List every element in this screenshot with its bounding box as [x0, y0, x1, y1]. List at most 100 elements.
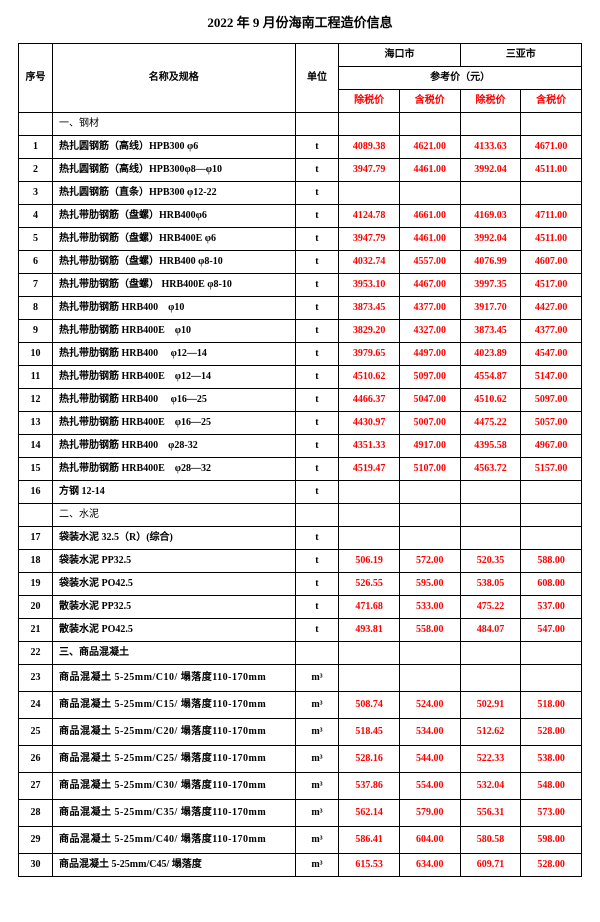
price-cell [521, 182, 582, 205]
row-unit: m³ [295, 854, 339, 877]
empty-cell [295, 504, 339, 527]
price-cell: 3992.04 [460, 228, 521, 251]
row-unit: t [295, 619, 339, 642]
price-cell: 573.00 [521, 800, 582, 827]
price-cell: 475.22 [460, 596, 521, 619]
price-cell [399, 642, 460, 665]
price-cell [521, 642, 582, 665]
row-unit: t [295, 527, 339, 550]
price-cell: 3829.20 [339, 320, 400, 343]
empty-cell [460, 113, 521, 136]
row-name: 热扎圆钢筋（高线）HPB300φ8—φ10 [52, 159, 295, 182]
row-seq: 12 [19, 389, 53, 412]
row-name: 商品混凝土 5-25mm/C15/ 塌落度110-170mm [52, 692, 295, 719]
price-cell: 528.00 [521, 854, 582, 877]
row-unit: t [295, 297, 339, 320]
row-seq: 16 [19, 481, 53, 504]
row-name: 袋装水泥 PO42.5 [52, 573, 295, 596]
row-seq: 8 [19, 297, 53, 320]
row-seq: 4 [19, 205, 53, 228]
row-seq: 15 [19, 458, 53, 481]
price-cell: 528.16 [339, 746, 400, 773]
price-cell [339, 527, 400, 550]
price-cell: 4661.00 [399, 205, 460, 228]
row-unit: t [295, 389, 339, 412]
price-cell: 595.00 [399, 573, 460, 596]
price-cell: 598.00 [521, 827, 582, 854]
table-row: 1热扎圆钢筋（高线）HPB300 φ6t4089.384621.004133.6… [19, 136, 582, 159]
price-cell: 484.07 [460, 619, 521, 642]
table-row: 29商品混凝土 5-25mm/C40/ 塌落度110-170mmm³586.41… [19, 827, 582, 854]
row-unit: t [295, 159, 339, 182]
price-cell: 5047.00 [399, 389, 460, 412]
row-name: 散装水泥 PO42.5 [52, 619, 295, 642]
price-cell: 4519.47 [339, 458, 400, 481]
price-cell [521, 481, 582, 504]
price-cell [460, 642, 521, 665]
table-row: 26商品混凝土 5-25mm/C25/ 塌落度110-170mmm³528.16… [19, 746, 582, 773]
row-unit: t [295, 251, 339, 274]
price-cell: 544.00 [399, 746, 460, 773]
price-cell: 4511.00 [521, 159, 582, 182]
row-seq: 30 [19, 854, 53, 877]
table-row: 13热扎带肋钢筋 HRB400E φ16—25t4430.975007.0044… [19, 412, 582, 435]
price-cell: 4461.00 [399, 159, 460, 182]
row-unit: m³ [295, 692, 339, 719]
row-seq: 23 [19, 665, 53, 692]
price-cell: 506.19 [339, 550, 400, 573]
row-name: 商品混凝土 5-25mm/C45/ 塌落度 [52, 854, 295, 877]
price-cell: 4475.22 [460, 412, 521, 435]
price-cell: 538.00 [521, 746, 582, 773]
price-cell: 604.00 [399, 827, 460, 854]
price-cell: 4621.00 [399, 136, 460, 159]
price-cell: 4711.00 [521, 205, 582, 228]
table-row: 3热扎圆钢筋（直条）HPB300 φ12-22t [19, 182, 582, 205]
price-cell: 538.05 [460, 573, 521, 596]
price-cell: 4377.00 [521, 320, 582, 343]
row-unit: t [295, 320, 339, 343]
price-cell: 4510.62 [339, 366, 400, 389]
price-cell: 5097.00 [521, 389, 582, 412]
header-refprice: 参考价（元） [339, 67, 582, 90]
price-cell: 554.00 [399, 773, 460, 800]
price-cell: 608.00 [521, 573, 582, 596]
table-row: 23商品混凝土 5-25mm/C10/ 塌落度110-170mmm³ [19, 665, 582, 692]
row-unit: m³ [295, 773, 339, 800]
row-name: 热扎带肋钢筋 HRB400E φ16—25 [52, 412, 295, 435]
price-cell: 5007.00 [399, 412, 460, 435]
row-name: 热扎带肋钢筋 HRB400E φ10 [52, 320, 295, 343]
row-unit: t [295, 274, 339, 297]
row-name: 热扎圆钢筋（高线）HPB300 φ6 [52, 136, 295, 159]
price-cell: 3917.70 [460, 297, 521, 320]
price-cell: 508.74 [339, 692, 400, 719]
price-cell: 4466.37 [339, 389, 400, 412]
price-cell: 548.00 [521, 773, 582, 800]
row-seq: 26 [19, 746, 53, 773]
price-cell: 634.00 [399, 854, 460, 877]
empty-cell [339, 113, 400, 136]
table-row: 11热扎带肋钢筋 HRB400E φ12—14t4510.625097.0045… [19, 366, 582, 389]
price-cell: 3997.35 [460, 274, 521, 297]
empty-cell [460, 504, 521, 527]
row-name: 散装水泥 PP32.5 [52, 596, 295, 619]
row-name: 热扎带肋钢筋 HRB400 φ16—25 [52, 389, 295, 412]
price-cell: 4461.00 [399, 228, 460, 251]
price-cell: 520.35 [460, 550, 521, 573]
row-seq: 11 [19, 366, 53, 389]
table-row: 20散装水泥 PP32.5t471.68533.00475.22537.00 [19, 596, 582, 619]
empty-cell [399, 504, 460, 527]
row-seq: 19 [19, 573, 53, 596]
price-cell: 526.55 [339, 573, 400, 596]
price-cell: 4517.00 [521, 274, 582, 297]
table-row: 12热扎带肋钢筋 HRB400 φ16—25t4466.375047.00451… [19, 389, 582, 412]
price-cell: 537.86 [339, 773, 400, 800]
price-cell [521, 527, 582, 550]
table-row: 10热扎带肋钢筋 HRB400 φ12—14t3979.654497.00402… [19, 343, 582, 366]
row-seq: 10 [19, 343, 53, 366]
header-excl-2: 除税价 [460, 90, 521, 113]
row-unit: t [295, 435, 339, 458]
price-cell: 3873.45 [460, 320, 521, 343]
row-name: 商品混凝土 5-25mm/C20/ 塌落度110-170mm [52, 719, 295, 746]
price-cell: 524.00 [399, 692, 460, 719]
row-unit: t [295, 481, 339, 504]
